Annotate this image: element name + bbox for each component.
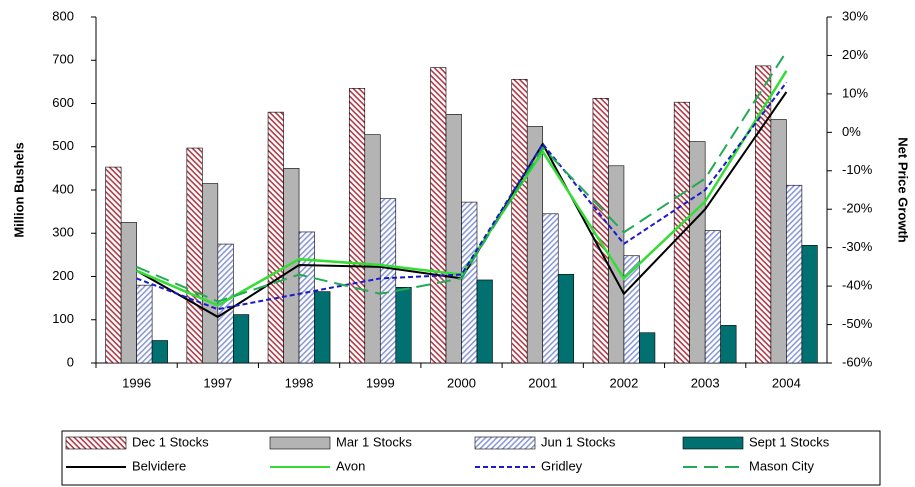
bar (430, 67, 447, 364)
y-tick-label: 700 (52, 52, 74, 67)
y-tick-label: 100 (52, 311, 74, 326)
x-tick-label: 1996 (122, 375, 151, 390)
y2-tick-label: 0% (842, 124, 861, 139)
bar (476, 279, 493, 364)
legend-label: Belvidere (132, 458, 186, 473)
legend-swatch (474, 436, 536, 450)
legend-label: Avon (336, 458, 365, 473)
bar (704, 230, 721, 364)
bar (217, 243, 234, 364)
bar (557, 274, 575, 364)
legend-swatch (65, 436, 127, 450)
bar (105, 166, 122, 364)
bar (298, 231, 315, 364)
bar (511, 78, 528, 364)
bar (314, 291, 331, 364)
bar (202, 183, 219, 364)
y-tick-label: 300 (52, 225, 74, 240)
y2-tick-label: -20% (842, 201, 873, 216)
legend-swatch (269, 436, 331, 450)
x-tick-label: 2000 (447, 375, 476, 390)
x-tick-label: 2004 (772, 375, 801, 390)
y2-tick-label: -40% (842, 278, 873, 293)
legend-swatch (682, 436, 744, 450)
y2-tick-label: 20% (842, 47, 868, 62)
bar (689, 141, 706, 364)
y2-tick-label: -60% (842, 354, 873, 369)
bar (364, 134, 381, 364)
bar (720, 325, 737, 364)
y2-tick-label: -50% (842, 316, 873, 331)
y-tick-label: 200 (52, 268, 74, 283)
legend-label: Dec 1 Stocks (132, 434, 209, 449)
y2-tick-label: -10% (842, 162, 873, 177)
line (136, 70, 788, 307)
line (136, 81, 788, 311)
bar (395, 287, 412, 364)
y2-tick-label: 10% (842, 85, 868, 100)
bar (639, 332, 656, 364)
x-tick-label: 2001 (528, 375, 557, 390)
y2-axis-title: Net Price Growth (896, 137, 911, 243)
bar (267, 111, 284, 364)
bar (120, 222, 137, 364)
bar (542, 213, 559, 364)
y-tick-label: 0 (67, 354, 74, 369)
legend-label: Mason City (749, 458, 815, 473)
bar (151, 340, 168, 364)
legend-label: Sept 1 Stocks (749, 434, 830, 449)
bar (379, 198, 397, 364)
bar (592, 98, 609, 364)
y-tick-label: 400 (52, 181, 74, 196)
bar (233, 314, 250, 364)
y2-tick-label: -30% (842, 239, 873, 254)
bar (136, 284, 153, 364)
line (136, 51, 788, 303)
bar (461, 201, 478, 364)
bar (186, 147, 203, 364)
bar (770, 119, 787, 364)
bar (801, 245, 818, 364)
x-tick-label: 2002 (609, 375, 638, 390)
x-tick-label: 1997 (203, 375, 232, 390)
y2-tick-label: 30% (842, 8, 868, 23)
y-axis-title: Million Bushels (11, 142, 26, 237)
legend-label: Gridley (541, 458, 583, 473)
legend-label: Mar 1 Stocks (336, 434, 412, 449)
legend-label: Jun 1 Stocks (541, 434, 616, 449)
legend-box (61, 430, 881, 486)
bar (445, 114, 462, 364)
x-tick-label: 2003 (691, 375, 720, 390)
bar (786, 184, 803, 364)
y-tick-label: 600 (52, 95, 74, 110)
x-tick-label: 1998 (285, 375, 314, 390)
y-tick-label: 800 (52, 8, 74, 23)
bar (348, 88, 366, 364)
y-tick-label: 500 (52, 138, 74, 153)
x-tick-label: 1999 (366, 375, 395, 390)
